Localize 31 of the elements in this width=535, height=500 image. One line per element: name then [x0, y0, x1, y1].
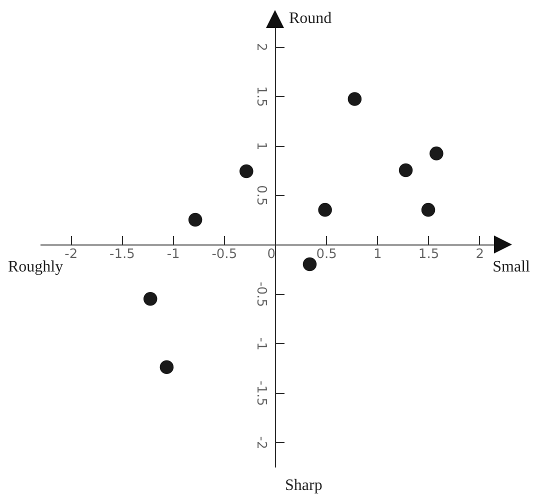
x-tick-label: 2 [476, 246, 484, 262]
y-tick-label: -1 [254, 337, 268, 350]
y-tick-label: 2 [254, 42, 268, 52]
point [160, 360, 174, 374]
x-tick-label: -1.5 [110, 246, 135, 262]
y-tick-label: 1 [254, 142, 268, 150]
y-tick-label: -1.5 [254, 380, 268, 406]
x-tick-label: 0 [267, 246, 276, 262]
annotation: Small [492, 258, 531, 276]
point [398, 163, 413, 178]
y-tick-label: -0.5 [254, 282, 268, 308]
y-tick-label: 1.5 [254, 86, 268, 107]
point [188, 212, 202, 227]
x-tick-label: -0.5 [212, 246, 238, 262]
point [348, 92, 362, 106]
text: Sharp [285, 477, 322, 494]
annotation: Round [289, 10, 332, 27]
x-tick-label: -2 [64, 246, 78, 262]
point [240, 164, 254, 178]
x-tick-label: 1.5 [418, 246, 440, 262]
point [421, 202, 436, 217]
point [318, 202, 332, 217]
x-tick-label: -1 [166, 246, 180, 262]
annotation: Roughly [8, 258, 64, 276]
point [302, 257, 317, 272]
point [430, 146, 444, 160]
point [143, 292, 158, 306]
y-tick-label: -2 [254, 436, 268, 450]
y-tick-label: 0.5 [254, 185, 268, 206]
x-tick-label: 0.5 [316, 246, 337, 262]
x-tick-label: 1 [374, 246, 382, 262]
